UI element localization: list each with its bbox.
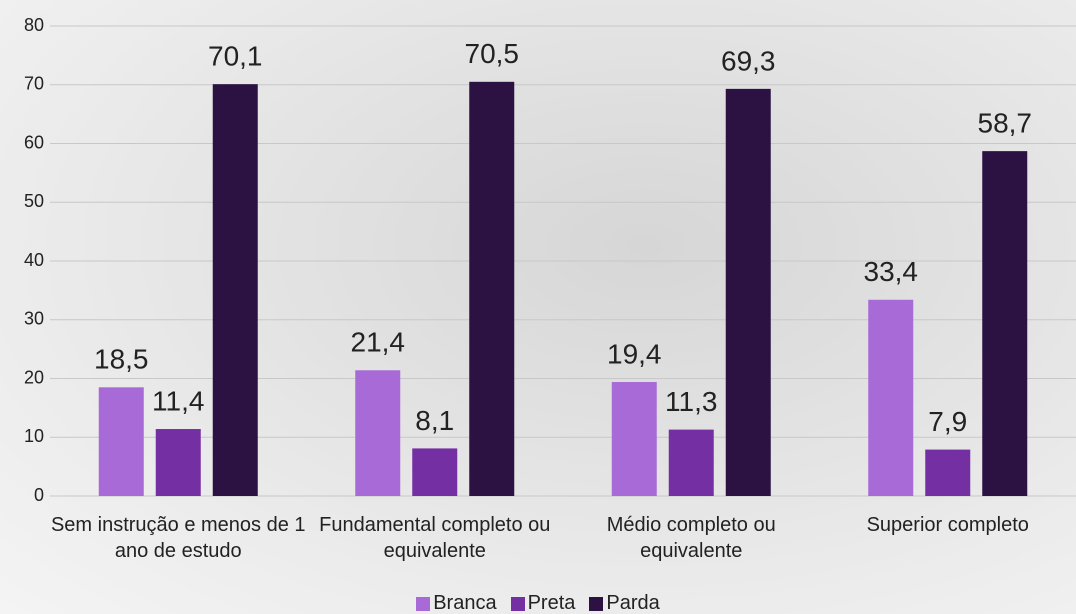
- value-label: 33,4: [864, 256, 919, 287]
- y-tick-label: 40: [24, 250, 44, 270]
- x-tick-label: Fundamental completo ou equivalente: [305, 512, 565, 564]
- bar: [925, 450, 970, 496]
- y-tick-label: 80: [24, 15, 44, 35]
- y-tick-label: 20: [24, 367, 44, 387]
- legend: Branca Preta Parda: [0, 592, 1076, 614]
- bar: [669, 430, 714, 496]
- value-label: 69,3: [721, 45, 776, 76]
- y-tick-label: 50: [24, 191, 44, 211]
- value-label: 58,7: [978, 108, 1033, 139]
- legend-label: Preta: [528, 592, 576, 614]
- value-label: 70,5: [465, 38, 520, 69]
- value-label: 7,9: [928, 406, 967, 437]
- x-tick-label: Médio completo ou equivalente: [561, 512, 821, 564]
- bar: [213, 84, 258, 496]
- value-label: 11,3: [665, 386, 717, 417]
- bar: [99, 387, 144, 496]
- value-label: 11,4: [152, 385, 204, 416]
- legend-swatch: [511, 597, 525, 611]
- bar: [612, 382, 657, 496]
- value-label: 19,4: [607, 338, 662, 369]
- bar: [156, 429, 201, 496]
- x-tick-label: Superior completo: [818, 512, 1076, 538]
- bar: [982, 151, 1027, 496]
- x-tick-label: Sem instrução e menos de 1 ano de estudo: [48, 512, 308, 564]
- y-tick-label: 30: [24, 309, 44, 329]
- bar: [412, 448, 457, 496]
- y-tick-label: 70: [24, 74, 44, 94]
- bar: [469, 82, 514, 496]
- bar: [355, 370, 400, 496]
- legend-swatch: [416, 597, 430, 611]
- value-label: 21,4: [351, 327, 406, 358]
- y-tick-label: 60: [24, 132, 44, 152]
- chart: 0 10 20 30 40 50 60 70 80 18,511,4 70,1 21,4 8,1 70,5…: [0, 0, 1076, 614]
- value-label: 70,1: [208, 41, 263, 72]
- legend-label: Branca: [433, 592, 496, 614]
- bar: [726, 89, 771, 496]
- bar: [868, 300, 913, 496]
- legend-label: Parda: [606, 592, 659, 614]
- legend-item: Preta: [511, 592, 576, 614]
- value-label: 18,5: [94, 344, 149, 375]
- y-tick-label: 0: [34, 485, 44, 505]
- legend-item: Parda: [589, 592, 659, 614]
- legend-swatch: [589, 597, 603, 611]
- y-tick-label: 10: [24, 426, 44, 446]
- legend-item: Branca: [416, 592, 496, 614]
- value-label: 8,1: [415, 405, 454, 436]
